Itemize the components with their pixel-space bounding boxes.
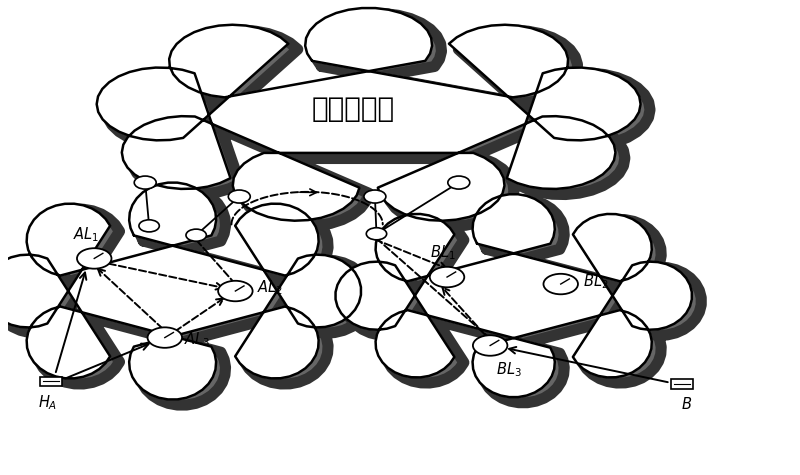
Text: $B$: $B$ [681,396,692,412]
Circle shape [448,176,470,189]
Bar [671,380,694,389]
Text: $BL_2$: $BL_2$ [582,272,608,291]
Circle shape [473,335,507,356]
Circle shape [364,190,386,203]
Bar [40,377,62,387]
Polygon shape [106,14,650,226]
Text: $AL_2$: $AL_2$ [258,278,284,297]
Polygon shape [345,200,702,403]
Polygon shape [0,188,370,405]
Text: $BL_1$: $BL_1$ [430,244,456,262]
Text: $BL_3$: $BL_3$ [497,361,522,379]
Polygon shape [0,182,361,399]
Circle shape [228,190,250,203]
Circle shape [366,228,386,240]
Circle shape [77,248,111,269]
Polygon shape [97,8,641,221]
Circle shape [139,220,159,232]
Circle shape [147,327,182,348]
Text: 因特网核心: 因特网核心 [311,95,394,124]
Circle shape [543,274,578,294]
Circle shape [218,281,253,301]
Text: $AL_1$: $AL_1$ [73,225,100,244]
Circle shape [430,267,464,287]
Circle shape [134,176,156,189]
Text: $AL_3$: $AL_3$ [184,331,211,349]
Circle shape [186,229,206,241]
Polygon shape [335,194,692,397]
Text: $H_A$: $H_A$ [38,393,57,412]
